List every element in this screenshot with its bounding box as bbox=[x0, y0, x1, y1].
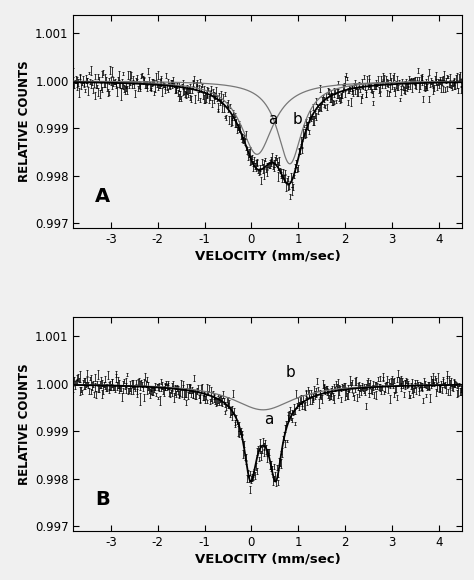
Text: b: b bbox=[285, 365, 295, 380]
Text: B: B bbox=[95, 490, 109, 509]
Text: a: a bbox=[264, 412, 274, 427]
Y-axis label: RELATIVE COUNTS: RELATIVE COUNTS bbox=[18, 60, 31, 182]
Text: A: A bbox=[95, 187, 110, 206]
Text: b: b bbox=[292, 111, 302, 126]
X-axis label: VELOCITY (mm/sec): VELOCITY (mm/sec) bbox=[195, 553, 341, 566]
X-axis label: VELOCITY (mm/sec): VELOCITY (mm/sec) bbox=[195, 250, 341, 263]
Y-axis label: RELATIVE COUNTS: RELATIVE COUNTS bbox=[18, 363, 31, 485]
Text: a: a bbox=[268, 111, 277, 126]
